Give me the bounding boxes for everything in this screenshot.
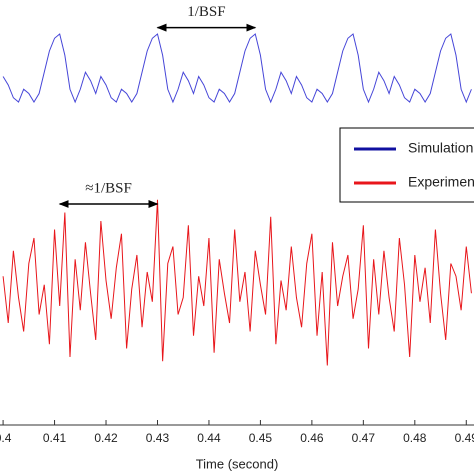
x-tick-label: 0.45: [249, 431, 273, 445]
x-tick-label: 0.43: [146, 431, 170, 445]
x-tick-label: 0.46: [300, 431, 324, 445]
x-tick-label: 0.41: [43, 431, 67, 445]
x-tick-label: 0.48: [403, 431, 427, 445]
series-line: [2, 199, 472, 366]
x-tick-label: 0.47: [352, 431, 376, 445]
series-line: [2, 33, 472, 104]
x-axis-label: Time (second): [196, 456, 279, 471]
legend-label: Simulation: [408, 140, 473, 156]
x-tick-label: 0.44: [197, 431, 221, 445]
legend-label: Experiment: [408, 174, 474, 190]
x-tick-label: 0.49: [455, 431, 474, 445]
legend-box: [339, 127, 474, 203]
x-tick-label: 0.42: [94, 431, 118, 445]
annotation-text: ≈1/BSF: [85, 180, 132, 196]
x-tick-label: 0.4: [0, 431, 12, 445]
annotation-text: 1/BSF: [187, 4, 225, 20]
